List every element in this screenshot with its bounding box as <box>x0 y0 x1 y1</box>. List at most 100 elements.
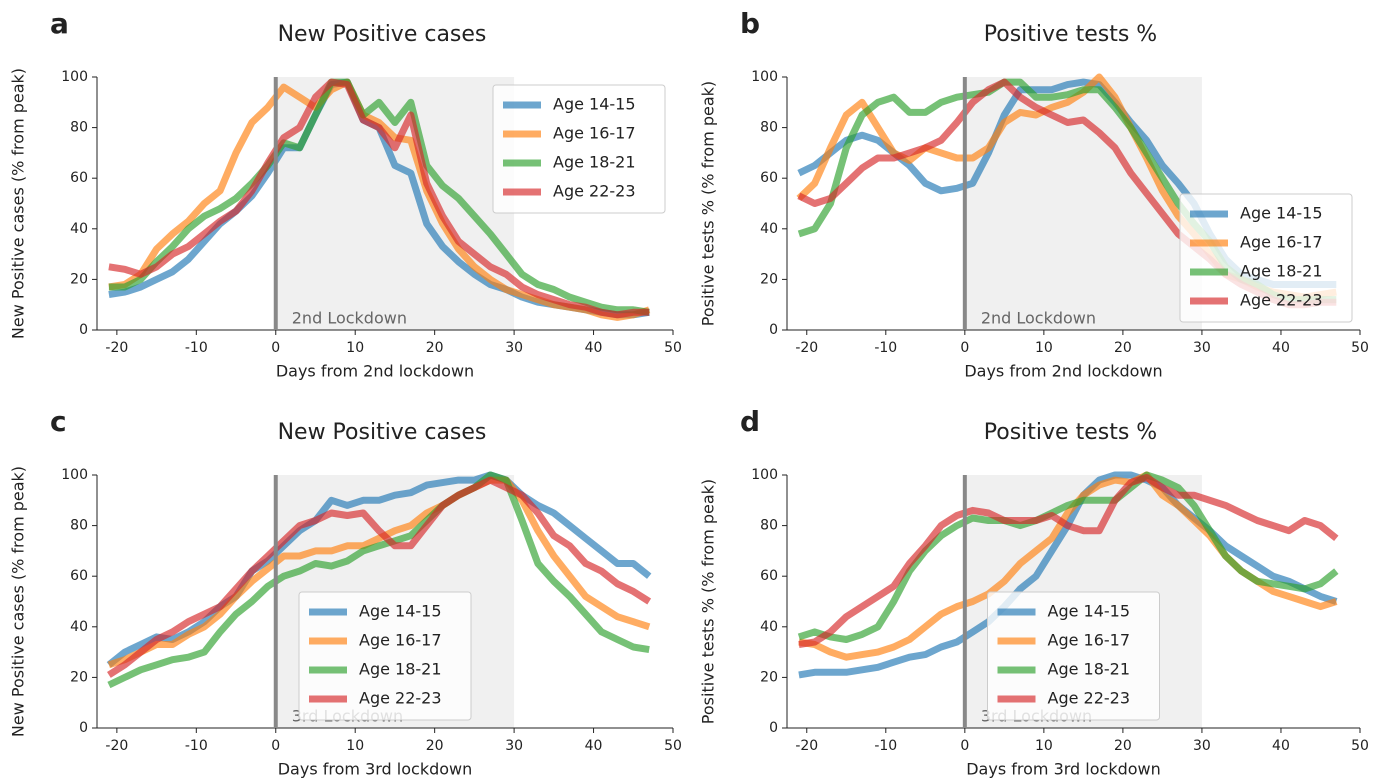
x-tick-label: 30 <box>505 738 523 754</box>
x-tick-label: 10 <box>346 738 364 754</box>
series-line <box>798 474 1339 648</box>
chart-title: Positive tests % <box>984 22 1157 47</box>
y-tick-label: 100 <box>751 467 778 483</box>
y-tick-label: 100 <box>61 467 88 483</box>
annotation: 2nd Lockdown <box>981 309 1096 328</box>
y-axis-label: Positive tests % (% from peak) <box>699 81 718 326</box>
legend-label: Age 16-17 <box>553 124 636 143</box>
panel-letter: c <box>50 405 67 438</box>
y-tick-label: 60 <box>70 568 88 584</box>
legend-label: Age 16-17 <box>1240 233 1323 252</box>
y-tick-label: 40 <box>70 221 88 237</box>
x-tick-label: -10 <box>185 738 208 754</box>
legend-label: Age 18-21 <box>1240 262 1323 281</box>
x-tick-label: 50 <box>664 340 682 356</box>
lockdown-span <box>275 77 515 330</box>
plot-lines <box>797 471 1339 679</box>
x-tick-label: 0 <box>271 738 280 754</box>
y-tick-label: 40 <box>760 221 778 237</box>
y-tick-label: 20 <box>70 271 88 287</box>
y-tick-label: 40 <box>70 619 88 635</box>
x-axis-label: Days from 3rd lockdown <box>966 760 1161 779</box>
y-tick-label: 60 <box>70 170 88 186</box>
x-axis-label: Days from 3rd lockdown <box>278 760 473 779</box>
x-tick-label: 30 <box>1193 738 1211 754</box>
x-tick-label: 50 <box>664 738 682 754</box>
legend-label: Age 18-21 <box>553 153 636 172</box>
y-tick-label: 100 <box>61 69 88 85</box>
plot-lines <box>106 471 652 689</box>
legend-label: Age 14-15 <box>1048 602 1131 621</box>
series-line <box>797 471 1339 643</box>
y-tick-label: 60 <box>760 568 778 584</box>
x-tick-label: 30 <box>505 340 523 356</box>
x-tick-label: 0 <box>960 340 969 356</box>
y-tick-label: 80 <box>70 120 88 136</box>
legend-box <box>492 84 666 214</box>
legend-label: Age 22-23 <box>359 689 442 708</box>
legend-label: Age 18-21 <box>359 660 442 679</box>
y-tick-label: 20 <box>760 271 778 287</box>
x-tick-label: 40 <box>585 738 603 754</box>
panel-letter: d <box>740 405 760 438</box>
legend-label: Age 16-17 <box>359 631 442 650</box>
legend-label: Age 22-23 <box>553 182 636 201</box>
series-line <box>106 471 652 668</box>
legend: Age 14-15 Age 16-17 Age 18-21 Age 22-23 <box>987 591 1160 721</box>
x-tick-label: 20 <box>1114 340 1132 356</box>
x-tick-label: 10 <box>1035 738 1053 754</box>
x-tick-label: -20 <box>105 738 128 754</box>
x-tick-label: 50 <box>1351 340 1369 356</box>
legend-box <box>987 591 1160 721</box>
y-tick-label: 0 <box>769 322 778 338</box>
series-line <box>107 471 650 689</box>
x-tick-label: 20 <box>1114 738 1132 754</box>
legend: Age 14-15 Age 16-17 Age 18-21 Age 22-23 <box>298 591 472 721</box>
legend: Age 14-15 Age 16-17 Age 18-21 Age 22-23 <box>492 84 666 214</box>
annotation: 2nd Lockdown <box>292 309 407 328</box>
plot-lines <box>108 78 651 321</box>
y-tick-label: 80 <box>70 518 88 534</box>
panel-letter: a <box>50 7 69 40</box>
y-axis-label: New Positive cases (% from peak) <box>9 68 28 339</box>
x-tick-label: -10 <box>874 340 897 356</box>
x-tick-label: -20 <box>795 340 818 356</box>
x-tick-label: 30 <box>1193 340 1211 356</box>
x-tick-label: 0 <box>271 340 280 356</box>
chart-title: Positive tests % <box>984 420 1157 445</box>
y-tick-label: 80 <box>760 120 778 136</box>
y-tick-label: 40 <box>760 619 778 635</box>
x-axis-label: Days from 2nd lockdown <box>276 362 474 381</box>
series-line <box>107 476 652 678</box>
legend-box <box>298 591 472 721</box>
legend-box <box>1179 193 1353 323</box>
series-line <box>108 78 650 316</box>
legend-label: Age 16-17 <box>1048 631 1131 650</box>
series-line <box>108 78 651 321</box>
x-tick-label: 0 <box>960 738 969 754</box>
legend-label: Age 14-15 <box>553 95 636 114</box>
legend-label: Age 22-23 <box>1048 689 1131 708</box>
y-tick-label: 20 <box>760 669 778 685</box>
x-tick-label: 40 <box>1272 738 1290 754</box>
y-tick-label: 80 <box>760 518 778 534</box>
legend-label: Age 14-15 <box>359 602 442 621</box>
x-tick-label: -20 <box>105 340 128 356</box>
legend: Age 14-15 Age 16-17 Age 18-21 Age 22-23 <box>1179 193 1353 323</box>
x-tick-label: -10 <box>185 340 208 356</box>
x-tick-label: 40 <box>1272 340 1290 356</box>
y-tick-label: 0 <box>79 322 88 338</box>
x-tick-label: 20 <box>426 738 444 754</box>
y-tick-label: 20 <box>70 669 88 685</box>
x-tick-label: -10 <box>874 738 897 754</box>
legend-label: Age 14-15 <box>1240 204 1323 223</box>
legend-label: Age 22-23 <box>1240 291 1323 310</box>
x-tick-label: 20 <box>426 340 444 356</box>
chart-title: New Positive cases <box>278 22 487 47</box>
series-line <box>107 476 651 669</box>
series-line <box>108 78 650 319</box>
legend-label: Age 18-21 <box>1048 660 1131 679</box>
y-tick-label: 100 <box>751 69 778 85</box>
y-tick-label: 60 <box>760 170 778 186</box>
